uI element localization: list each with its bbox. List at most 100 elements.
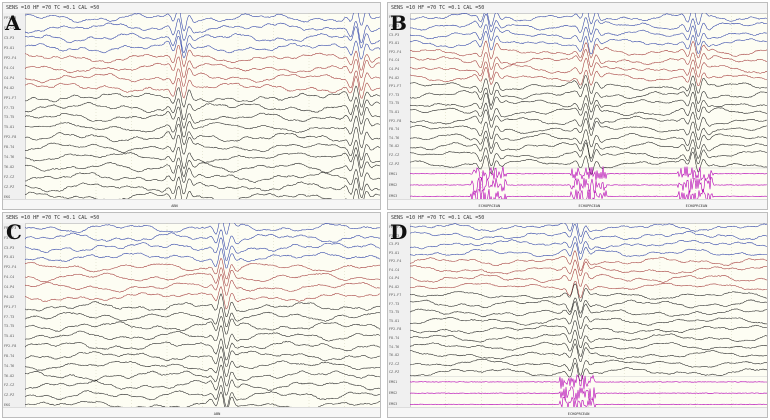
eeg-trace-fp1-f3 bbox=[25, 13, 380, 32]
channel-label-column: FP1-F3 F3-C3 C3-P3 P3-O1 FP2-F4 F4-C4 C4-P4 P4-… bbox=[388, 223, 411, 408]
eeg-panel-d: SENS =10 HF =70 TC =0.1 CAL =50 FP1-F3 F3-… bbox=[387, 212, 768, 418]
channel-label: FP2-F4 bbox=[4, 265, 17, 270]
eeg-trace-p3-o1 bbox=[410, 242, 767, 260]
channel-label: F3-C3 bbox=[389, 233, 400, 238]
eeg-trace-f7-t3 bbox=[25, 306, 380, 327]
eeg-trace-fp1-f3 bbox=[410, 13, 767, 27]
eeg-trace-p4-o2 bbox=[410, 280, 767, 299]
channel-label: EMG1 bbox=[389, 379, 398, 384]
channel-label: F7-T3 bbox=[389, 301, 400, 306]
channel-label: T4-T6 bbox=[389, 344, 400, 349]
channel-label: C3-P3 bbox=[389, 32, 400, 37]
eeg-trace-f3-c3 bbox=[410, 13, 767, 37]
channel-label: T6-O2 bbox=[389, 353, 400, 358]
eeg-trace-c3-p3 bbox=[410, 24, 767, 46]
eeg-trace-t4-t6 bbox=[25, 356, 380, 377]
channel-label: F8-T4 bbox=[389, 336, 400, 340]
channel-label: F4-C4 bbox=[4, 65, 15, 70]
eeg-trace-p4-o2 bbox=[25, 75, 380, 99]
annotation-bar: ABN bbox=[3, 407, 380, 417]
eeg-waveform-area bbox=[410, 223, 767, 410]
eeg-trace-cz-pz bbox=[410, 362, 767, 382]
channel-label: FP1-F3 bbox=[389, 15, 402, 20]
channel-label: C4-P4 bbox=[389, 276, 400, 281]
eeg-trace-fz-cz bbox=[25, 375, 380, 396]
panel-letter-c: C bbox=[6, 220, 22, 244]
channel-label: P4-O2 bbox=[389, 284, 400, 289]
channel-label: FZ-CZ bbox=[389, 361, 400, 366]
channel-label: F7-T3 bbox=[4, 314, 15, 319]
eeg-trace-emg2 bbox=[410, 177, 767, 194]
eeg-waveform-area bbox=[25, 13, 380, 202]
channel-label: P4-O2 bbox=[4, 85, 15, 90]
eeg-trace-fz-cz bbox=[25, 165, 380, 191]
channel-label: FP1-F7 bbox=[4, 95, 17, 100]
event-annotation: ABN bbox=[213, 412, 221, 416]
montage-settings: SENS =10 HF =70 TC =0.1 CAL =50 bbox=[3, 3, 380, 14]
channel-label-column: FP1-F3 F3-C3 C3-P3 P3-O1 FP2-F4 F4-C4 C4-P4 P4-… bbox=[388, 13, 411, 200]
eeg-trace-t4-t6 bbox=[410, 129, 767, 150]
eeg-trace-c4-p4 bbox=[410, 268, 767, 287]
channel-label: T3-T5 bbox=[389, 310, 400, 315]
panel-letter-a: A bbox=[5, 11, 21, 35]
channel-label: F3-C3 bbox=[4, 235, 15, 240]
channel-label: EMG2 bbox=[389, 391, 398, 396]
eeg-trace-t5-o1 bbox=[410, 102, 767, 122]
channel-label: T6-O2 bbox=[4, 165, 15, 170]
channel-label: F3-C3 bbox=[4, 25, 15, 30]
eeg-trace-f8-t4 bbox=[25, 134, 380, 161]
eeg-trace-p4-o2 bbox=[25, 285, 380, 310]
channel-label: EMG3 bbox=[389, 402, 398, 407]
channel-label: FP2-F8 bbox=[389, 118, 402, 123]
eeg-waveform-area bbox=[25, 223, 380, 410]
channel-label: FZ-CZ bbox=[389, 153, 400, 158]
channel-label: FP2-F4 bbox=[389, 259, 402, 264]
channel-label: EMG1 bbox=[389, 171, 398, 176]
channel-label: F4-C4 bbox=[389, 58, 400, 63]
channel-label: FP2-F8 bbox=[389, 327, 402, 332]
channel-label: T5-O1 bbox=[389, 110, 400, 114]
channel-label: CZ-PZ bbox=[4, 185, 15, 190]
eeg-trace-p3-o1 bbox=[410, 30, 767, 55]
channel-label: EKG bbox=[4, 195, 11, 200]
eeg-trace-t3-t5 bbox=[410, 91, 767, 113]
eeg-trace-t4-t6 bbox=[410, 338, 767, 357]
channel-label: P3-O1 bbox=[4, 255, 15, 260]
eeg-panel-c: SENS =10 HF =70 TC =0.1 CAL =50 FP1-F3 F3-… bbox=[2, 212, 381, 418]
channel-label: T3-T5 bbox=[4, 115, 15, 120]
eeg-trace-p4-o2 bbox=[410, 66, 767, 87]
channel-label: C3-P3 bbox=[389, 242, 400, 247]
channel-label-column: FP1-F3 F3-C3 C3-P3 P3-O1 FP2-F4 F4-C4 C4-P4 P4-… bbox=[3, 13, 26, 200]
eeg-trace-cz-pz bbox=[410, 151, 767, 176]
montage-settings: SENS =10 HF =70 TC =0.1 CAL =50 bbox=[388, 3, 767, 14]
channel-label: F4-C4 bbox=[4, 275, 15, 280]
eeg-trace-emg1 bbox=[410, 166, 767, 182]
eeg-trace-f7-t3 bbox=[25, 96, 380, 121]
annotation-bar: ECHOPRCEAN ECHOPRCEAN ECHOPRCEAN bbox=[388, 199, 767, 209]
event-annotation: ECHOPRCEAN bbox=[578, 204, 601, 208]
eeg-trace-t3-t5 bbox=[25, 104, 380, 129]
eeg-trace-f7-t3 bbox=[410, 83, 767, 107]
eeg-trace-fp2-f4 bbox=[25, 45, 380, 71]
channel-label: EMG2 bbox=[389, 182, 398, 187]
eeg-trace-emg3 bbox=[410, 188, 767, 202]
event-annotation: ECHOPRCEAN bbox=[685, 204, 708, 208]
montage-settings: SENS =10 HF =70 TC =0.1 CAL =50 bbox=[388, 213, 767, 224]
channel-label: C4-P4 bbox=[389, 66, 400, 71]
eeg-trace-fp1-f7 bbox=[25, 85, 380, 108]
eeg-trace-c4-p4 bbox=[410, 57, 767, 81]
eeg-trace-fp1-f3 bbox=[25, 223, 380, 235]
eeg-trace-f8-t4 bbox=[25, 345, 380, 367]
annotation-bar: ABN bbox=[3, 199, 380, 209]
event-annotation: ECHOPRCEAN bbox=[478, 204, 501, 208]
eeg-trace-t3-t5 bbox=[410, 301, 767, 318]
eeg-trace-p3-o1 bbox=[25, 248, 380, 269]
channel-label: F4-C4 bbox=[389, 267, 400, 272]
channel-label: T5-O1 bbox=[389, 318, 400, 323]
eeg-trace-fp2-f8 bbox=[410, 109, 767, 131]
channel-label: C4-P4 bbox=[4, 75, 15, 80]
panel-letter-d: D bbox=[390, 220, 408, 244]
eeg-trace-f3-c3 bbox=[25, 229, 380, 250]
eeg-trace-c4-p4 bbox=[25, 273, 380, 296]
